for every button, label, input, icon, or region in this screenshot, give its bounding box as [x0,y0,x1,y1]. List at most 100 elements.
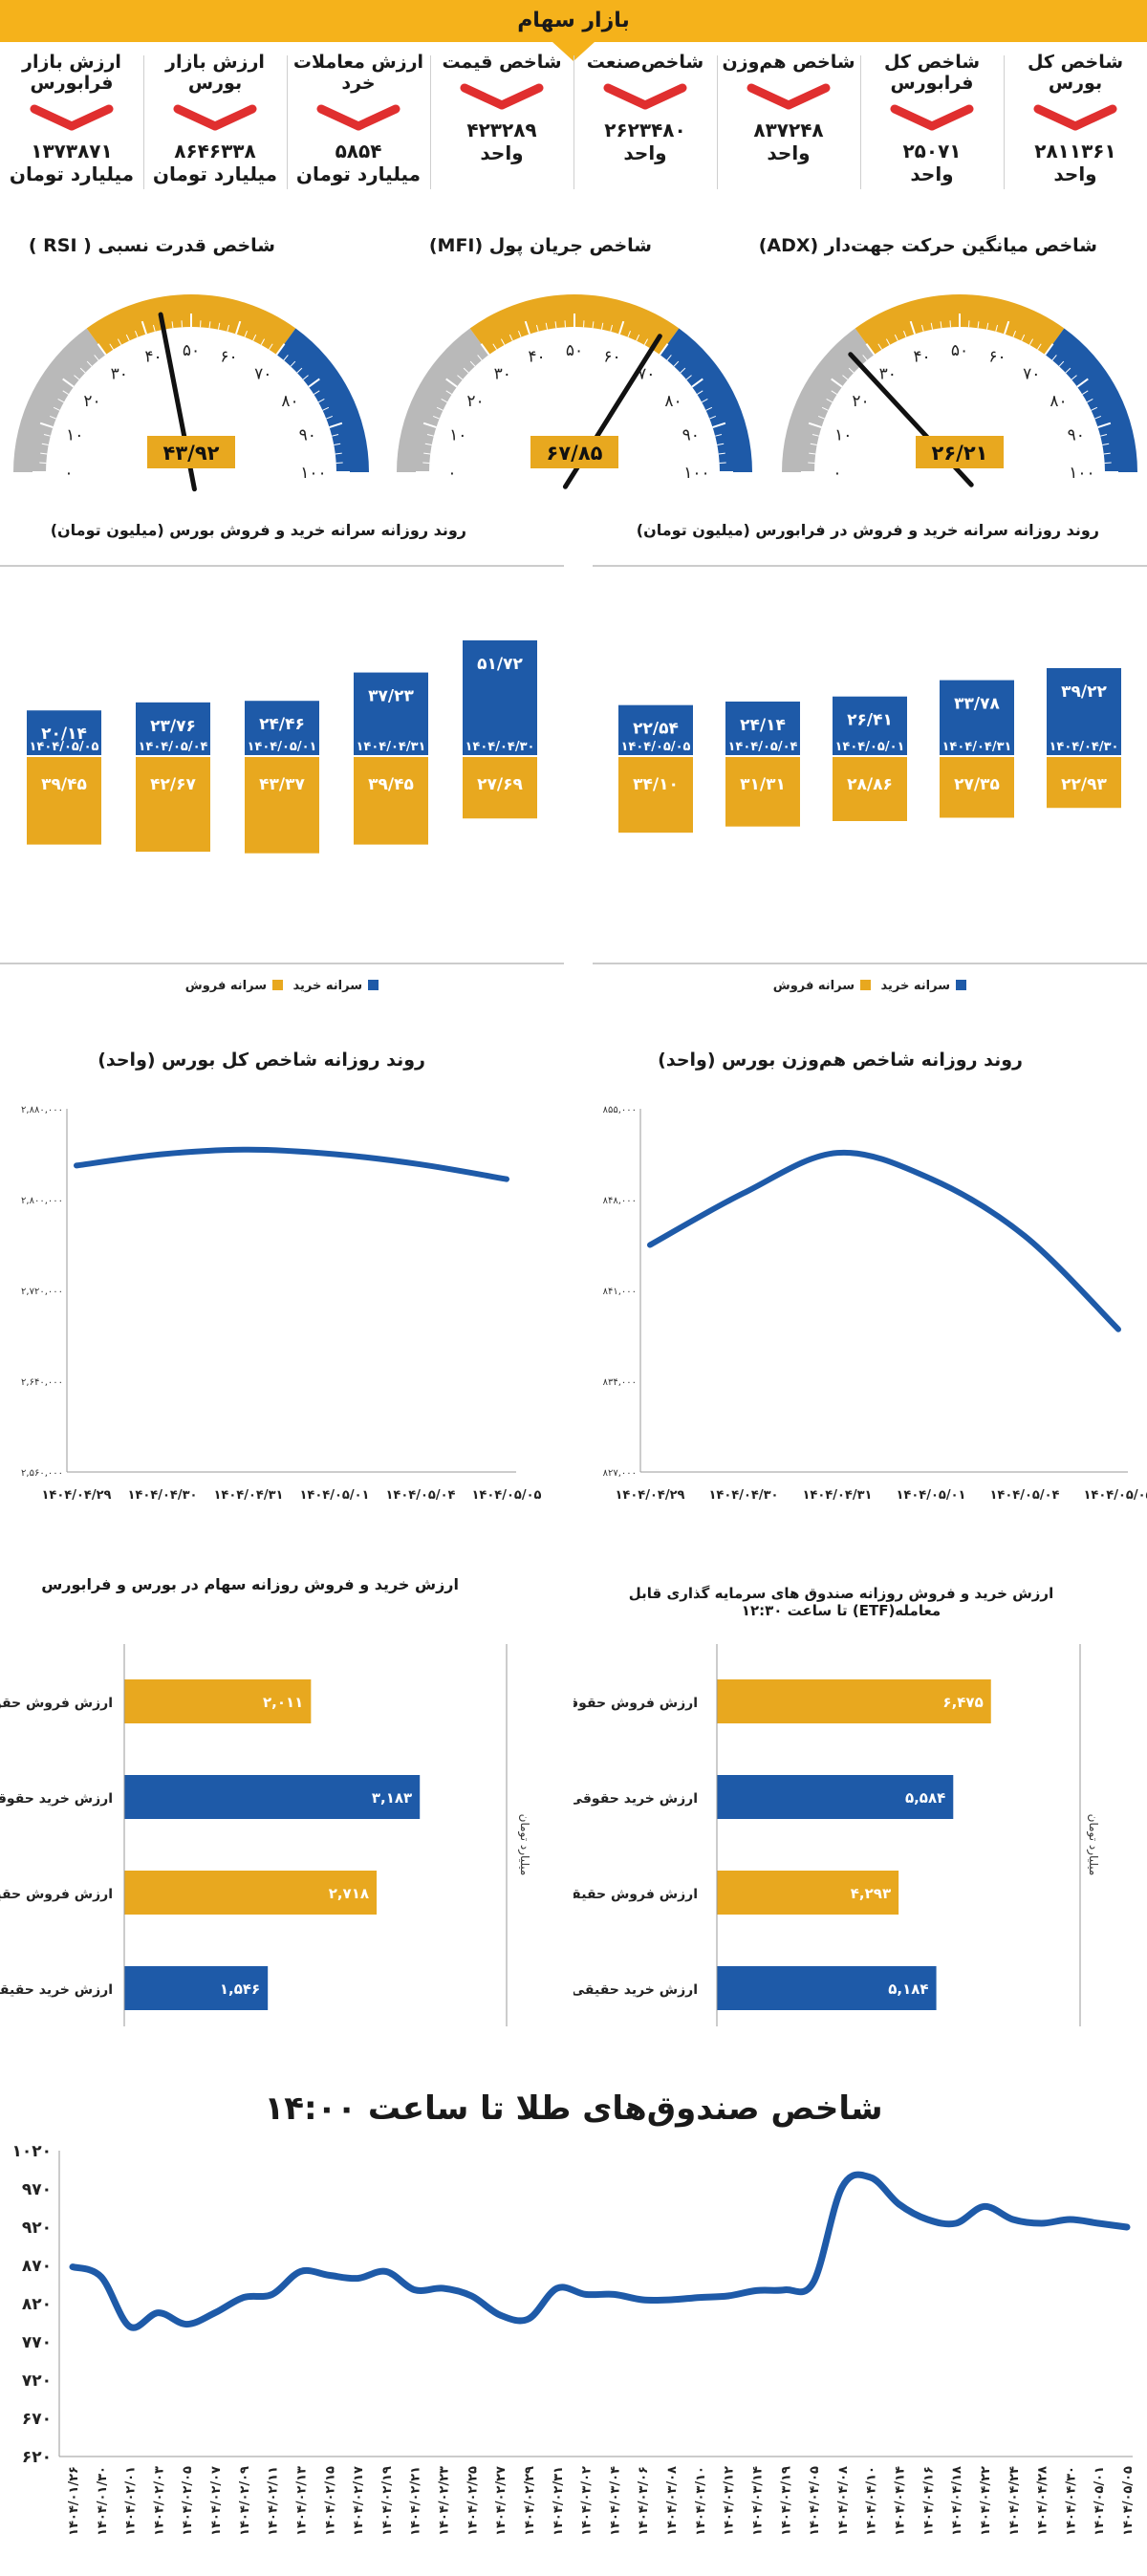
legend-label-buy: سرانه خرید [881,979,950,993]
x-tick-label: ۱۴۰۴/۰۵/۰۵ [472,1488,542,1503]
x-tick-label: ۱۴۰۴/۰۴/۱۸ [950,2466,964,2536]
x-tick-label: ۱۴۰۴/۰۴/۱۴ [894,2466,908,2536]
divider [430,55,431,189]
stat-retail-value: ارزش معاملات خرد ۵۸۵۴ میلیارد تومان [287,52,430,195]
gauge-tick [842,375,849,380]
y-tick-label: ۶۷۰ [22,2410,52,2429]
gauge-tick [296,367,303,374]
gauge-tick [322,406,330,411]
chevron-down-icon [890,104,974,131]
legend-swatch-sell [272,980,283,990]
stat-industry: شاخص‌صنعت ۲۶۲۳۴۸۰ واحد [574,52,717,195]
chart-title-stock-trades: ارزش خرید و فروش روزانه سهام در بورس و ف… [41,1575,459,1593]
x-tick-label: ۱۴۰۴/۰۲/۳۱ [552,2466,566,2536]
gauge-tick [680,367,686,374]
bar-sell [245,757,319,854]
y-tick-label: ۶۲۰ [22,2448,52,2467]
hbar [124,1966,269,2010]
bar-buy-label: ۲۶/۴۱ [847,711,893,730]
hbar-value: ۵,۱۸۴ [888,1981,928,1998]
gauge-value: ۶۷/۸۵ [547,442,603,465]
stat-unit: واحد [480,141,524,164]
x-tick-label: ۱۴۰۴/۰۴/۰۵ [808,2466,822,2536]
y-tick-label: ۷۷۰ [22,2333,52,2352]
bar-buy-label: ۲۴/۴۶ [259,715,305,734]
x-tick-label: ۱۴۰۴/۰۴/۳۰ [1064,2466,1078,2536]
y-tick-label: ۸۴۱,۰۰۰ [603,1287,637,1297]
x-tick-label: ۱۴۰۴/۰۵/۰۴ [990,1488,1060,1503]
x-tick-label: ۱۴۰۴/۰۵/۰۵ [1084,1488,1147,1503]
legend-swatch-buy [368,980,379,990]
gauge-tick [235,320,242,335]
category-label: ۱۴۰۴/۰۴/۳۱ [942,740,1012,754]
gauge-tick [808,422,822,428]
x-tick-label: ۱۴۰۴/۰۲/۰۳ [152,2466,166,2536]
gauge-tick [43,433,51,437]
gauge-tick [715,433,723,437]
gauge-tick [592,321,595,329]
gauge-tick [812,433,819,437]
series-line [647,1149,1121,1332]
stat-unit: میلیارد تومان [295,162,422,185]
gauge-tick [1012,330,1016,337]
bar-buy [136,702,210,755]
bar-sell [618,757,693,833]
gauge-tick [290,360,296,367]
gauge-tick [217,322,221,330]
gauge-tick [302,375,309,380]
y-tick-label: ۸۳۴,۰۰۰ [603,1377,637,1388]
gauge-tick-label: ۱۰۰ [683,464,709,483]
gauge-tick-label: ۵۰ [566,341,583,360]
chart-title-tedpix: روند روزانه شاخص کل بورس (واحد) [97,1050,425,1071]
gauge-tick [492,343,497,350]
gauge-tick [627,330,631,337]
chevron-down-icon [460,83,544,110]
x-tick-label: ۱۴۰۴/۰۴/۲۲ [979,2466,993,2536]
gauge-tick-label: ۸۰ [281,392,298,411]
gauge-tick [636,334,640,341]
bar-sell-label: ۳۹/۴۵ [41,775,87,794]
category-label: ۱۴۰۴/۰۵/۰۴ [139,740,208,754]
gauge-tick-label: ۹۰ [1068,425,1085,444]
gauge-tick [500,338,506,346]
chart-equal-weight-line: ۸۲۷,۰۰۰ ۸۳۴,۰۰۰ ۸۴۱,۰۰۰ ۸۴۸,۰۰۰ ۸۵۵,۰۰۰ ۱۴۰۴/… [603,1105,1147,1503]
gauge-title-mfi: شاخص جریان پول (MFI) [428,235,652,256]
gauge-tick-label: ۷۰ [1023,364,1040,383]
header-notch [552,42,595,61]
gauge-tick [332,433,339,437]
gauge-tick [62,390,69,395]
stat-label: شاخص هم‌وزن [722,52,855,73]
x-tick-label: ۱۴۰۴/۰۴/۲۴ [1007,2466,1022,2536]
x-tick-label: ۱۴۰۴/۰۵/۰۱ [1093,2466,1107,2536]
chart-title-bourse-percapita: روند روزانه سرانه خرید و فروش بورس (میلی… [50,521,466,539]
gauge-title-rsi: شاخص قدرت نسبی ( RSI ) [28,235,275,256]
x-tick-label: ۱۴۰۴/۰۲/۰۵ [181,2466,195,2536]
gauge-tick-label: ۸۰ [1050,392,1067,411]
y-tick-label: ۱۰۲۰ [11,2142,52,2161]
x-tick-label: ۱۴۰۴/۰۴/۲۹ [42,1488,112,1503]
gauge-tick [445,390,452,395]
stat-unit: واحد [767,141,811,164]
x-tick-label: ۱۴۰۴/۰۲/۱۱ [267,2466,281,2536]
hbar-category: ارزش خرید حقیقی [0,1982,113,1998]
bar-sell-label: ۴۲/۶۷ [150,775,196,794]
gauge-tick [49,416,56,420]
chevron-down-icon [1033,104,1117,131]
stat-value: ۸۶۴۶۳۳۸ [174,140,256,162]
category-label: ۱۴۰۴/۰۴/۳۱ [357,740,426,754]
gauge-tick [53,406,60,411]
gauge-tick [317,398,325,403]
stat-tedpix: شاخص کل بورس ۲۸۱۱۳۶۱ واحد [1004,52,1147,195]
x-tick-label: ۱۴۰۴/۰۳/۱۴ [750,2466,765,2536]
hbar-value: ۲,۷۱۸ [329,1885,369,1902]
x-tick-label: ۱۴۰۴/۰۴/۱۶ [921,2466,936,2536]
gauge-value: ۴۳/۹۲ [163,442,220,465]
y-tick-label: ۲,۵۶۰,۰۰۰ [21,1468,63,1479]
gauge-tick [659,343,669,356]
bar-sell [463,757,537,819]
gauge-tick [894,334,898,341]
stat-unit: میلیارد تومان [152,162,278,185]
gauge-tick [885,338,891,346]
chevron-down-icon [603,83,687,110]
gauge-tick [1086,398,1093,403]
